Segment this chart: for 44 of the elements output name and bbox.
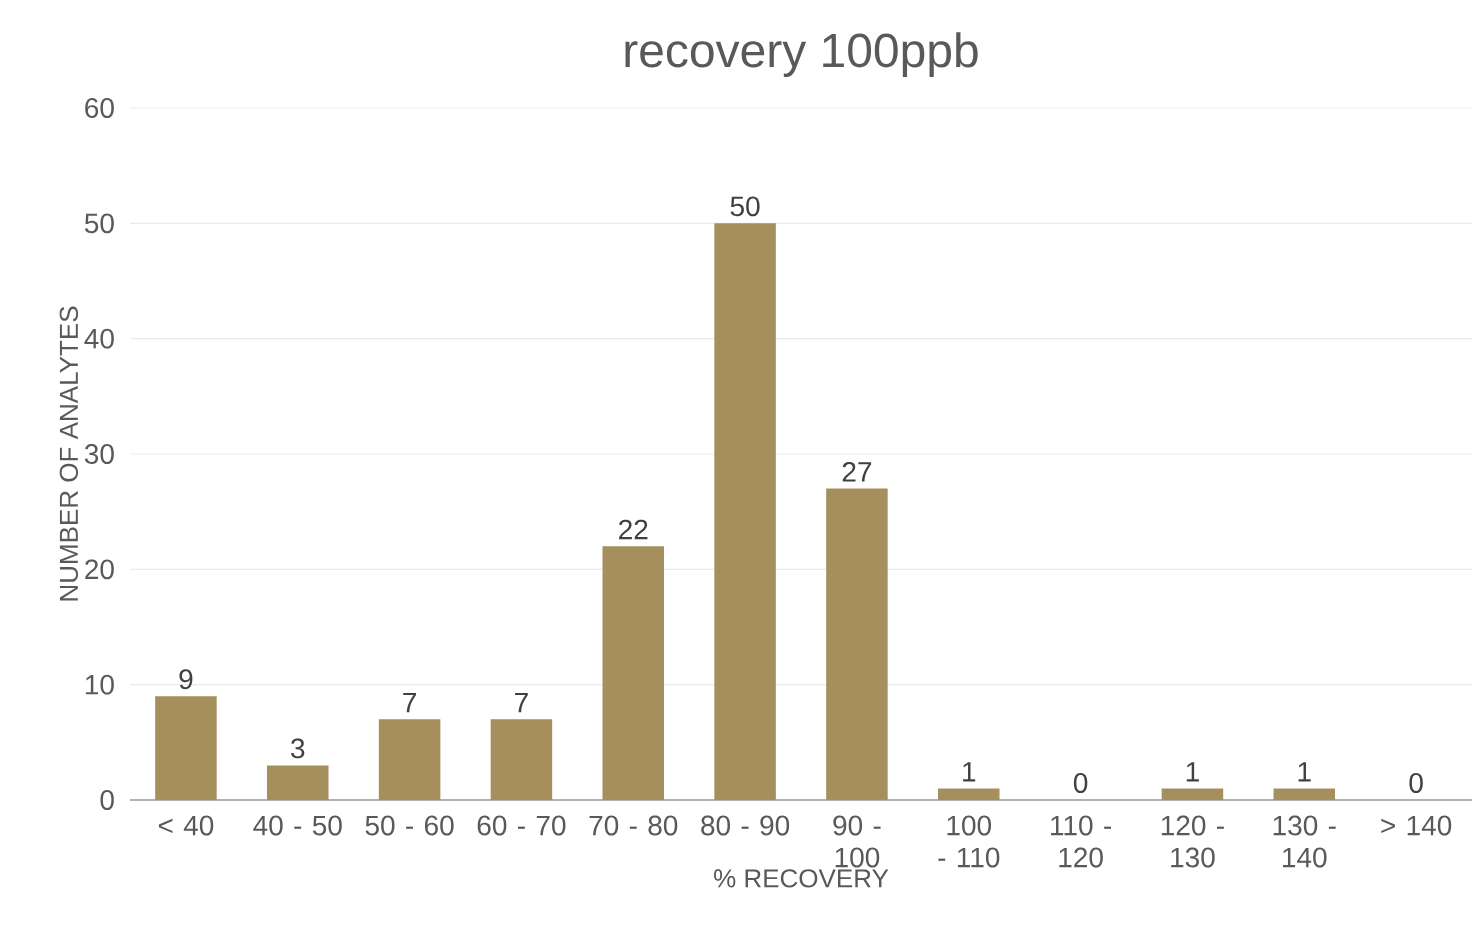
- bar: [378, 719, 441, 800]
- x-tick-label: 40 - 50: [253, 815, 342, 836]
- bar: [155, 696, 217, 800]
- y-tick-label: 10: [85, 674, 114, 695]
- x-tick-label: 60 - 70: [477, 815, 566, 836]
- bar: [1273, 788, 1336, 800]
- x-tick-label: 110 - 120: [1051, 815, 1111, 868]
- bar: [826, 488, 888, 800]
- y-axis-title: NUMBER OF ANALYTES: [59, 306, 79, 601]
- data-label: 7: [515, 692, 528, 713]
- y-tick-label: 30: [84, 444, 114, 464]
- y-tick-label: 20: [85, 559, 114, 580]
- x-tick-label: < 40: [158, 815, 214, 836]
- data-label: 1: [963, 762, 976, 782]
- x-tick-label: 100 - 110: [938, 815, 1000, 868]
- x-tick-label: 50 - 60: [365, 815, 454, 836]
- bar: [714, 223, 776, 800]
- x-tick-label: 90 - 100: [833, 815, 881, 868]
- bar: [490, 719, 553, 800]
- bar: [602, 546, 665, 800]
- bar: [938, 788, 1000, 800]
- bar: [267, 765, 329, 800]
- x-axis-title: % RECOVERY: [714, 869, 889, 888]
- x-tick-label: 120 - 130: [1161, 815, 1224, 868]
- y-tick-label: 0: [100, 790, 114, 810]
- data-label: 50: [730, 196, 760, 217]
- y-tick-label: 60: [85, 98, 114, 118]
- x-tick-label: > 140: [1381, 815, 1452, 836]
- x-tick-label: 130 - 140: [1273, 815, 1336, 868]
- data-label: 1: [1298, 762, 1311, 782]
- data-label: 27: [842, 461, 872, 482]
- data-label: 0: [1409, 773, 1423, 793]
- data-label: 0: [1073, 773, 1088, 793]
- data-label: 9: [179, 669, 193, 690]
- data-label: 1: [1186, 762, 1199, 782]
- y-tick-label: 50: [84, 213, 114, 234]
- x-tick-label: 70 - 80: [589, 815, 678, 836]
- data-label: 7: [403, 692, 416, 713]
- bar: [1161, 788, 1224, 800]
- y-tick-label: 40: [84, 328, 114, 349]
- chart-title: recovery 100ppb: [625, 32, 978, 77]
- x-tick-label: 80 - 90: [701, 815, 790, 836]
- data-label: 22: [619, 519, 648, 540]
- data-label: 3: [291, 738, 305, 759]
